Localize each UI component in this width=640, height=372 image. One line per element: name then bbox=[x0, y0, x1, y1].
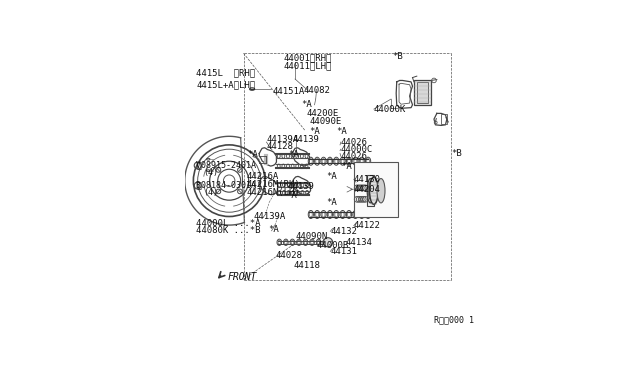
Text: 44139: 44139 bbox=[288, 182, 315, 191]
Text: 44216N(LH): 44216N(LH) bbox=[246, 187, 300, 197]
Text: ⒲08184-0301A: ⒲08184-0301A bbox=[196, 180, 256, 189]
Text: Rℓℓ000 1: Rℓℓ000 1 bbox=[434, 316, 474, 325]
Text: 44139: 44139 bbox=[292, 135, 319, 144]
Text: FRONT: FRONT bbox=[227, 272, 257, 282]
Text: 44216M(RH): 44216M(RH) bbox=[246, 180, 300, 189]
Text: 44134: 44134 bbox=[345, 238, 372, 247]
Text: 44026: 44026 bbox=[341, 138, 368, 147]
Text: *A: *A bbox=[287, 190, 297, 199]
Text: 4415L+A〈LH〉: 4415L+A〈LH〉 bbox=[196, 80, 255, 89]
Text: 44204: 44204 bbox=[354, 185, 381, 194]
Text: 44151A: 44151A bbox=[272, 87, 305, 96]
Text: 44028: 44028 bbox=[275, 251, 302, 260]
Text: 44090E: 44090E bbox=[309, 118, 342, 126]
Ellipse shape bbox=[250, 88, 255, 90]
Text: 44011〈LH〉: 44011〈LH〉 bbox=[284, 62, 332, 71]
Bar bbox=[354, 162, 398, 217]
Text: 44132: 44132 bbox=[330, 227, 357, 236]
Text: 44200E: 44200E bbox=[307, 109, 339, 118]
Bar bbox=[367, 175, 374, 206]
Text: *A: *A bbox=[247, 150, 258, 160]
Text: *A: *A bbox=[326, 198, 337, 207]
Text: Ⓠ08915-2401A: Ⓠ08915-2401A bbox=[196, 160, 256, 169]
Ellipse shape bbox=[368, 182, 372, 199]
Bar bbox=[441, 114, 447, 124]
Text: *A: *A bbox=[288, 150, 299, 160]
Text: 44082: 44082 bbox=[303, 86, 330, 95]
Text: 44000L ...*A: 44000L ...*A bbox=[196, 219, 260, 228]
Text: *A: *A bbox=[341, 162, 351, 171]
Text: 44216A: 44216A bbox=[246, 172, 278, 181]
Text: (4): (4) bbox=[204, 168, 218, 177]
Text: V: V bbox=[195, 161, 200, 170]
Text: 44001〈RH〉: 44001〈RH〉 bbox=[284, 53, 332, 62]
Ellipse shape bbox=[369, 177, 378, 204]
Text: (4): (4) bbox=[204, 187, 218, 197]
Text: 44118: 44118 bbox=[294, 261, 321, 270]
Text: *B: *B bbox=[451, 149, 462, 158]
Text: 44130: 44130 bbox=[354, 175, 381, 184]
Text: 44139A: 44139A bbox=[253, 212, 286, 221]
Bar bbox=[414, 80, 431, 105]
Bar bbox=[417, 82, 428, 103]
Ellipse shape bbox=[377, 179, 385, 203]
Text: *A: *A bbox=[326, 172, 337, 181]
Ellipse shape bbox=[367, 179, 374, 203]
Text: 44090N: 44090N bbox=[295, 232, 327, 241]
Text: 44000B: 44000B bbox=[317, 241, 349, 250]
Text: 44026: 44026 bbox=[341, 152, 368, 161]
Text: 44000K: 44000K bbox=[374, 105, 406, 114]
Text: 44131: 44131 bbox=[330, 247, 357, 256]
Text: B: B bbox=[195, 181, 200, 190]
Text: 44128: 44128 bbox=[266, 142, 293, 151]
Text: 44122: 44122 bbox=[354, 221, 381, 230]
Text: *B: *B bbox=[392, 52, 403, 61]
Text: 4415L  〈RH〉: 4415L 〈RH〉 bbox=[196, 69, 255, 78]
Text: 44000C: 44000C bbox=[341, 145, 373, 154]
Text: *A: *A bbox=[301, 100, 312, 109]
Circle shape bbox=[323, 238, 333, 247]
Text: 44080K ...*B: 44080K ...*B bbox=[196, 226, 260, 235]
Text: *A: *A bbox=[337, 127, 348, 136]
Text: 44139A: 44139A bbox=[266, 135, 299, 144]
Text: *A: *A bbox=[268, 225, 278, 234]
Text: *A: *A bbox=[309, 127, 320, 136]
